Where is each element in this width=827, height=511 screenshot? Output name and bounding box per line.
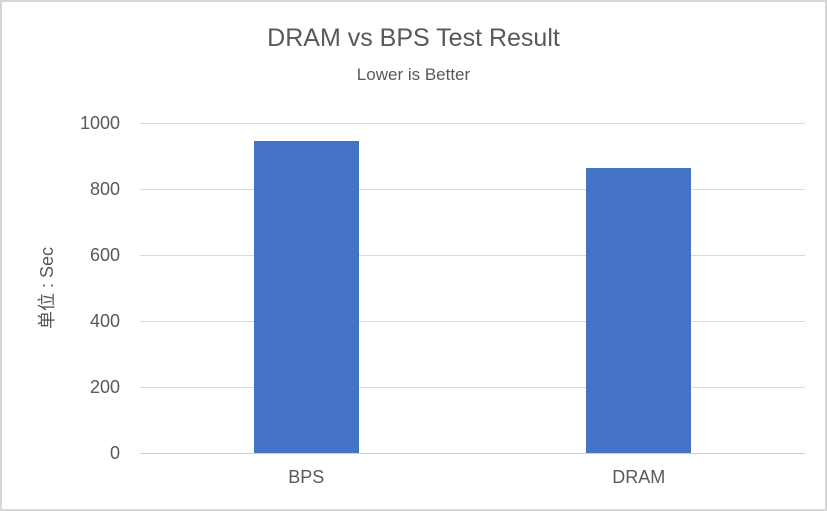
gridline bbox=[140, 387, 805, 388]
plot-area bbox=[140, 123, 805, 454]
y-tick-label: 600 bbox=[89, 245, 120, 265]
y-tick-label: 200 bbox=[89, 377, 120, 397]
bar-dram bbox=[586, 167, 692, 453]
y-tick-label: 800 bbox=[89, 179, 120, 199]
gridline bbox=[140, 321, 805, 322]
gridline bbox=[140, 123, 805, 124]
y-tick-label: 1000 bbox=[79, 113, 120, 133]
x-tick-label-dram: DRAM bbox=[612, 467, 666, 487]
chart-subtitle: Lower is Better bbox=[356, 65, 471, 84]
x-tick-label-bps: BPS bbox=[288, 467, 325, 487]
chart-title: DRAM vs BPS Test Result bbox=[267, 24, 560, 52]
y-tick-label: 0 bbox=[109, 443, 120, 463]
y-tick-label: 400 bbox=[89, 311, 120, 331]
gridline bbox=[140, 189, 805, 190]
gridline bbox=[140, 255, 805, 256]
x-axis-line bbox=[140, 453, 805, 454]
bar-bps bbox=[253, 141, 359, 453]
